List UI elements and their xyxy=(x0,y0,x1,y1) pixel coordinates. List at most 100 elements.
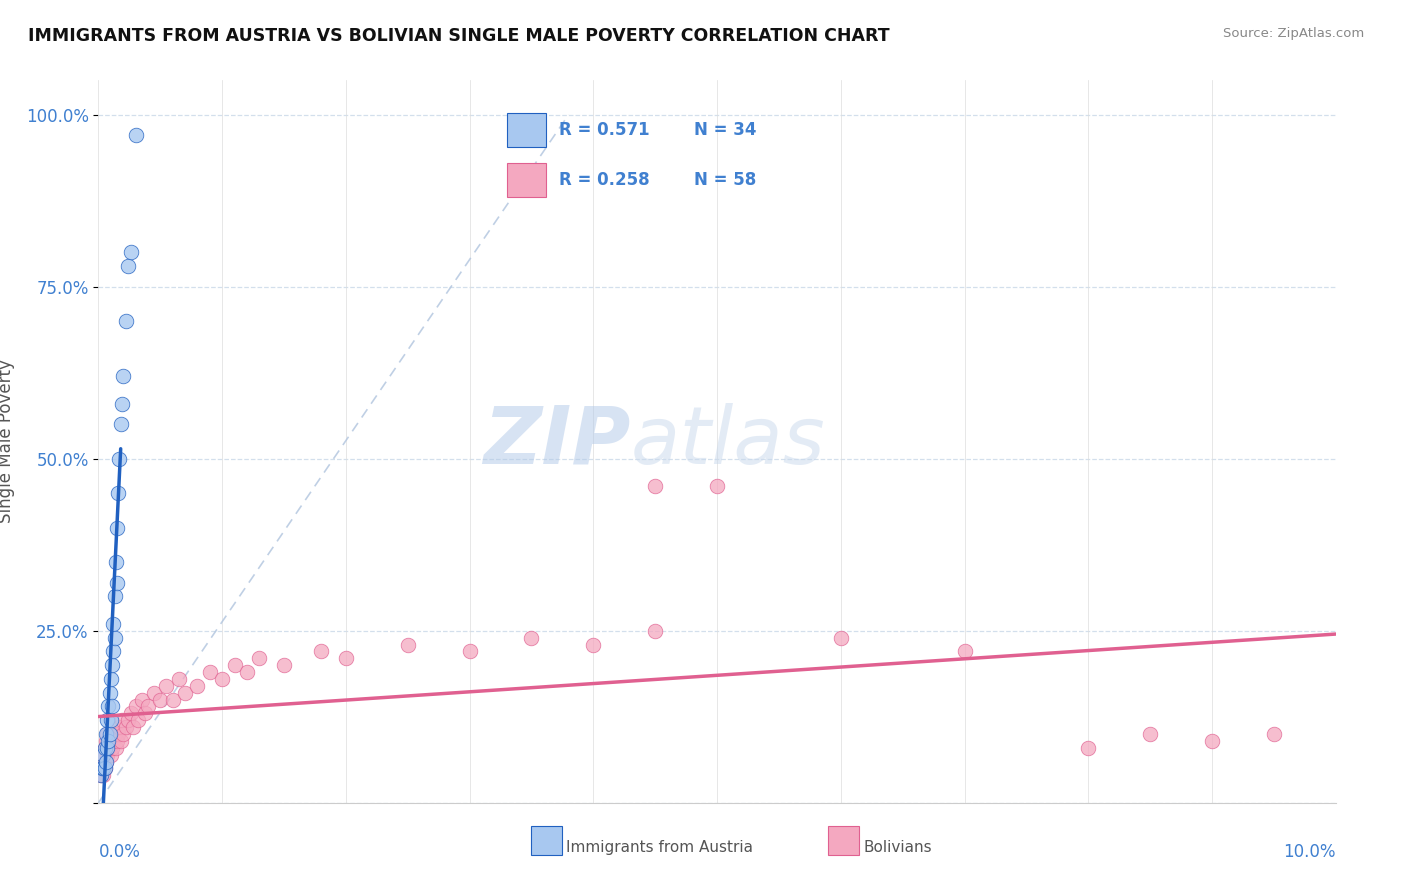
Point xyxy=(644,479,666,493)
Bar xyxy=(531,826,562,855)
Point xyxy=(91,761,114,775)
Point xyxy=(91,761,114,775)
Point xyxy=(101,658,124,673)
Point xyxy=(103,616,125,631)
Point xyxy=(122,720,145,734)
Text: 10.0%: 10.0% xyxy=(1284,843,1336,861)
Point xyxy=(112,369,135,384)
Point xyxy=(105,734,128,748)
Point xyxy=(458,644,481,658)
Point xyxy=(103,734,125,748)
Point xyxy=(100,713,122,727)
Point xyxy=(114,720,136,734)
Point xyxy=(247,651,270,665)
Point xyxy=(97,740,120,755)
Point xyxy=(136,699,159,714)
Point xyxy=(96,727,118,741)
Bar xyxy=(828,826,859,855)
Point xyxy=(96,713,118,727)
Point xyxy=(93,761,115,775)
Text: 0.0%: 0.0% xyxy=(98,843,141,861)
Point xyxy=(94,734,117,748)
Point xyxy=(107,486,129,500)
Point xyxy=(97,699,120,714)
Text: IMMIGRANTS FROM AUSTRIA VS BOLIVIAN SINGLE MALE POVERTY CORRELATION CHART: IMMIGRANTS FROM AUSTRIA VS BOLIVIAN SING… xyxy=(28,27,890,45)
Point xyxy=(1201,734,1223,748)
Point xyxy=(93,740,115,755)
Point xyxy=(520,631,543,645)
Point xyxy=(108,720,131,734)
Point xyxy=(94,755,117,769)
Point xyxy=(706,479,728,493)
Point xyxy=(127,713,149,727)
Point xyxy=(236,665,259,679)
Point xyxy=(582,638,605,652)
Point xyxy=(90,768,112,782)
Point xyxy=(111,397,134,411)
Point xyxy=(186,679,208,693)
Point xyxy=(309,644,332,658)
Text: ZIP: ZIP xyxy=(484,402,630,481)
Point xyxy=(93,747,115,762)
Point xyxy=(101,740,124,755)
Point xyxy=(94,727,117,741)
Point xyxy=(101,699,124,714)
Point xyxy=(124,128,146,143)
Point xyxy=(167,672,190,686)
Point xyxy=(93,768,115,782)
Point xyxy=(103,727,125,741)
Text: Source: ZipAtlas.com: Source: ZipAtlas.com xyxy=(1223,27,1364,40)
Point xyxy=(114,314,136,328)
Point xyxy=(103,644,125,658)
Point xyxy=(103,631,125,645)
Point xyxy=(104,555,127,569)
Point xyxy=(105,520,128,534)
Point xyxy=(124,699,146,714)
Point xyxy=(396,638,419,652)
Point xyxy=(335,651,357,665)
Point xyxy=(174,686,197,700)
Point xyxy=(143,686,166,700)
Point xyxy=(1263,727,1285,741)
Point xyxy=(93,761,115,775)
Point xyxy=(117,259,139,273)
Point xyxy=(211,672,233,686)
Point xyxy=(96,740,118,755)
Point xyxy=(830,631,852,645)
Point xyxy=(273,658,295,673)
Point xyxy=(93,761,115,775)
Point xyxy=(96,747,118,762)
Point xyxy=(224,658,246,673)
Text: atlas: atlas xyxy=(630,402,825,481)
Point xyxy=(98,686,121,700)
Point xyxy=(98,734,121,748)
Point xyxy=(103,590,125,604)
Point xyxy=(90,768,112,782)
Point xyxy=(120,706,142,721)
Point xyxy=(98,727,121,741)
Point xyxy=(104,740,127,755)
Text: Bolivians: Bolivians xyxy=(863,840,932,855)
Point xyxy=(100,747,122,762)
Point xyxy=(953,644,976,658)
Point xyxy=(155,679,177,693)
Point xyxy=(644,624,666,638)
Point xyxy=(120,245,142,260)
Point xyxy=(1077,740,1099,755)
Point xyxy=(107,727,129,741)
Point xyxy=(110,734,132,748)
Y-axis label: Single Male Poverty: Single Male Poverty xyxy=(0,359,14,524)
Point xyxy=(134,706,156,721)
Point xyxy=(100,672,122,686)
Text: Immigrants from Austria: Immigrants from Austria xyxy=(567,840,754,855)
Point xyxy=(131,692,153,706)
Point xyxy=(117,713,139,727)
Point xyxy=(149,692,172,706)
Point xyxy=(108,451,131,466)
Point xyxy=(111,713,134,727)
Point xyxy=(105,575,128,590)
Point xyxy=(1139,727,1161,741)
Point xyxy=(93,740,115,755)
Point xyxy=(162,692,184,706)
Point xyxy=(94,755,117,769)
